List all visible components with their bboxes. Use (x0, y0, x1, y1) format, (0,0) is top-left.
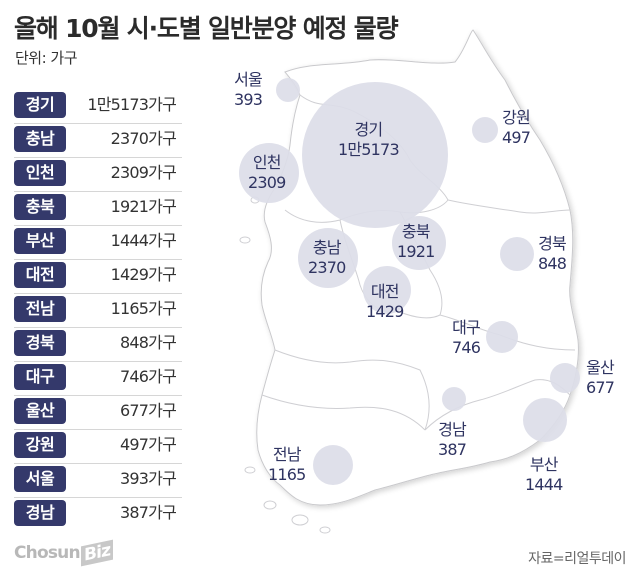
border-jeonnam (261, 394, 426, 431)
label-ulsan: 울산 677 (586, 358, 615, 397)
island (291, 514, 309, 526)
label-gyeongbuk: 경북 848 (538, 234, 567, 273)
unit-label: 단위: 가구 (15, 49, 78, 67)
label-daegu: 대구 746 (452, 318, 481, 357)
bubble-daegu (486, 321, 518, 353)
island (319, 526, 331, 534)
table-row: 경남 387가구 (14, 498, 182, 532)
table-row: 울산 677가구 (14, 396, 182, 430)
region-badge: 강원 (14, 432, 66, 458)
bubble-busan (523, 398, 567, 442)
label-gyeongnam: 경남 387 (438, 420, 467, 459)
table-row: 경기 1만5173가구 (14, 90, 182, 124)
region-badge: 충북 (14, 194, 66, 220)
region-value: 497가구 (120, 435, 177, 454)
region-badge: 충남 (14, 126, 66, 152)
border-jeolla (274, 349, 430, 431)
region-value: 1921가구 (110, 197, 177, 216)
table-row: 충남 2370가구 (14, 124, 182, 158)
table-row: 인천 2309가구 (14, 158, 182, 192)
bubble-chungnam (298, 228, 358, 288)
region-value: 2370가구 (110, 129, 177, 148)
bubble-gangwon (472, 117, 498, 143)
region-badge: 대전 (14, 262, 66, 288)
region-badge: 경남 (14, 500, 66, 526)
region-badge: 울산 (14, 398, 66, 424)
bubble-chungbuk (392, 216, 446, 270)
region-value: 1444가구 (110, 231, 177, 250)
label-chungbuk: 충북 1921 (397, 222, 435, 261)
source-label: 자료=리얼투데이 (528, 551, 626, 567)
region-badge: 부산 (14, 228, 66, 254)
table-row: 강원 497가구 (14, 430, 182, 464)
table-row: 서울 393가구 (14, 464, 182, 498)
bubble-jeonnam (313, 445, 353, 485)
bubble-ulsan (550, 363, 580, 393)
border-gangwon (447, 199, 571, 214)
region-value: 848가구 (120, 333, 177, 352)
chosunbiz-logo: Chosun Biz (14, 539, 114, 567)
region-value: 387가구 (120, 503, 177, 522)
region-badge: 전남 (14, 296, 66, 322)
table-row: 전남 1165가구 (14, 294, 182, 328)
bubble-daejeon (363, 266, 411, 314)
region-badge: 경기 (14, 92, 66, 118)
region-badge: 서울 (14, 466, 66, 492)
label-incheon: 인천 2309 (248, 153, 286, 192)
table-row: 충북 1921가구 (14, 192, 182, 226)
island (244, 466, 256, 474)
bubble-incheon (239, 143, 299, 203)
page-title: 올해 10월 시·도별 일반분양 예정 물량 (14, 14, 399, 43)
region-value: 2309가구 (110, 163, 177, 182)
region-value: 746가구 (120, 367, 177, 386)
bubble-seoul (276, 78, 300, 102)
label-busan: 부산 1444 (525, 455, 563, 494)
region-badge: 인천 (14, 160, 66, 186)
region-value: 393가구 (120, 469, 177, 488)
label-daejeon: 대전 1429 (366, 282, 404, 321)
ranking-table: 경기 1만5173가구 충남 2370가구 인천 2309가구 충북 1921가구 부산… (14, 90, 182, 532)
table-row: 대구 746가구 (14, 362, 182, 396)
table-row: 부산 1444가구 (14, 226, 182, 260)
label-seoul: 서울 393 (234, 70, 263, 109)
region-value: 1만5173가구 (87, 95, 176, 114)
region-badge: 경북 (14, 330, 66, 356)
region-value: 1165가구 (110, 299, 177, 318)
table-row: 경북 848가구 (14, 328, 182, 362)
table-row: 대전 1429가구 (14, 260, 182, 294)
island (263, 500, 277, 510)
label-gyeonggi: 경기 1만5173 (338, 120, 400, 159)
bubble-gyeongnam (442, 387, 466, 411)
bubble-gyeongbuk (500, 237, 534, 271)
island (239, 236, 251, 244)
label-chungnam: 충남 2370 (308, 238, 346, 277)
region-value: 677가구 (120, 401, 177, 420)
region-value: 1429가구 (110, 265, 177, 284)
label-jeonnam: 전남 1165 (268, 445, 306, 484)
region-badge: 대구 (14, 364, 66, 390)
label-gangwon: 강원 497 (502, 108, 531, 147)
bubble-gyeonggi (302, 82, 448, 228)
